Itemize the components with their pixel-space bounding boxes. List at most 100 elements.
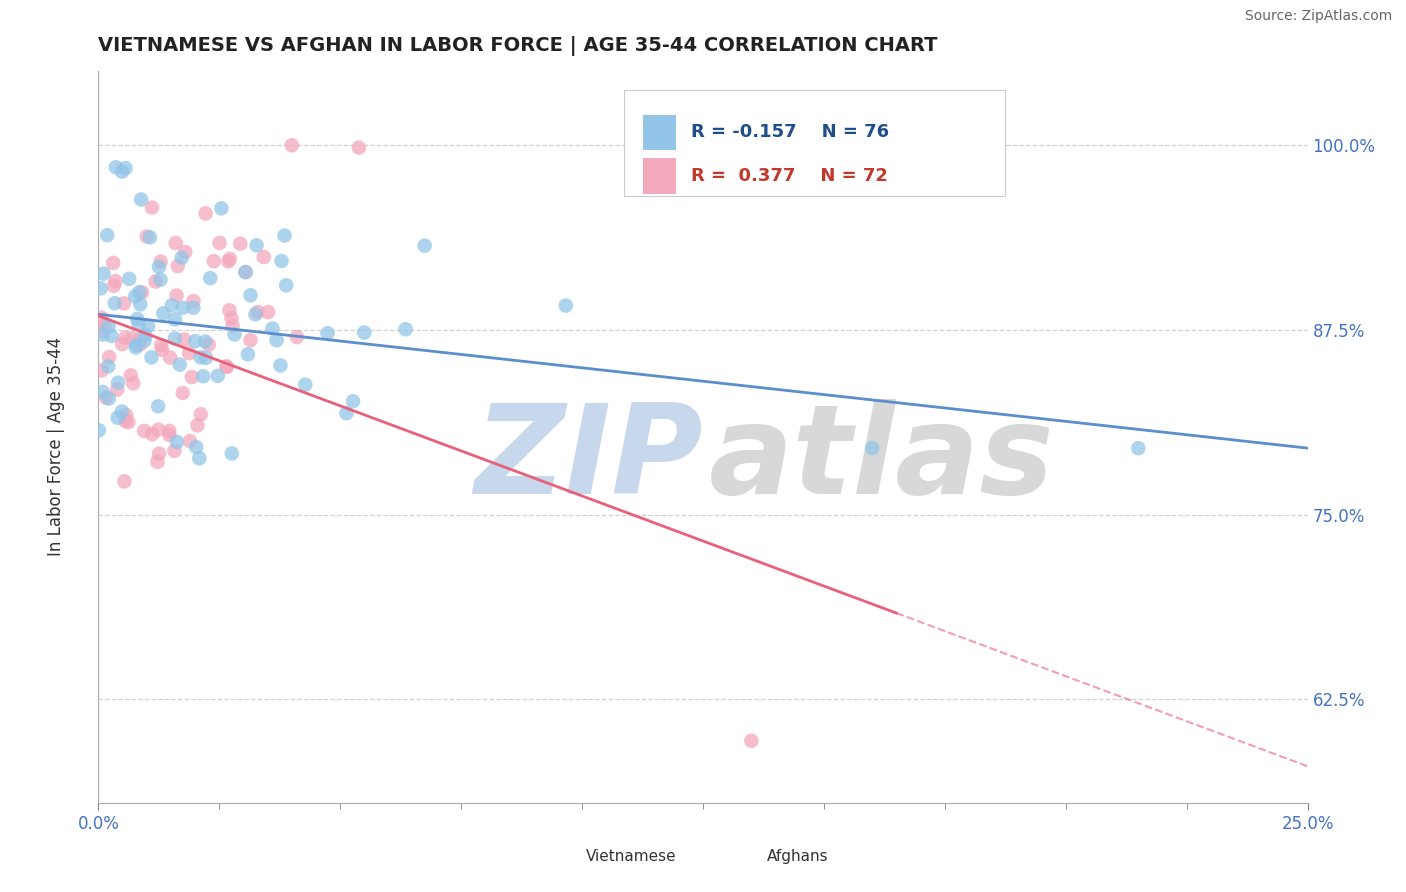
Point	[129, 297, 152, 311]
Text: R =  0.377    N = 72: R = 0.377 N = 72	[690, 167, 887, 185]
Point	[111, 337, 134, 351]
Point	[239, 333, 262, 347]
Point	[554, 299, 576, 313]
Point	[129, 337, 152, 351]
Point	[104, 160, 127, 174]
Point	[157, 428, 180, 442]
Point	[104, 274, 127, 288]
Point	[316, 326, 339, 341]
Point	[152, 306, 174, 320]
Bar	[546, 842, 576, 870]
Point	[183, 294, 205, 309]
Point	[217, 254, 239, 268]
Point	[141, 201, 163, 215]
Point	[179, 434, 201, 448]
Point	[96, 228, 118, 243]
Point	[163, 332, 186, 346]
Point	[166, 435, 188, 450]
Text: R = -0.157    N = 76: R = -0.157 N = 76	[690, 123, 889, 141]
Point	[194, 334, 217, 349]
Point	[103, 278, 125, 293]
Point	[262, 321, 284, 335]
Point	[235, 265, 257, 279]
Point	[94, 391, 117, 405]
Point	[134, 424, 156, 438]
Point	[191, 369, 214, 384]
Point	[98, 350, 121, 364]
Point	[186, 418, 208, 433]
Point	[257, 305, 280, 319]
Point	[135, 229, 157, 244]
Point	[139, 230, 162, 244]
Point	[347, 141, 370, 155]
Point	[148, 447, 170, 461]
Point	[114, 161, 136, 176]
Point	[148, 423, 170, 437]
Point	[128, 317, 150, 331]
Point	[136, 318, 159, 333]
Point	[134, 334, 156, 348]
Point	[157, 424, 180, 438]
Point	[149, 254, 172, 268]
Point	[215, 359, 238, 374]
Point	[218, 252, 240, 266]
Point	[149, 273, 172, 287]
Point	[229, 236, 252, 251]
Point	[107, 376, 129, 390]
Point	[860, 441, 883, 455]
Point	[166, 288, 188, 302]
Point	[253, 250, 276, 264]
Text: Source: ZipAtlas.com: Source: ZipAtlas.com	[1244, 9, 1392, 23]
Point	[104, 296, 127, 310]
Text: ZIP: ZIP	[474, 399, 703, 519]
Point	[195, 351, 218, 365]
Point	[114, 331, 136, 345]
Point	[90, 310, 112, 325]
Point	[97, 319, 120, 334]
Point	[115, 408, 138, 422]
Point	[93, 267, 115, 281]
Point	[128, 332, 150, 346]
Point	[148, 260, 170, 274]
Point	[165, 235, 187, 250]
Point	[413, 238, 436, 252]
Point	[224, 327, 246, 342]
Point	[335, 406, 357, 420]
Point	[215, 359, 238, 374]
Point	[90, 363, 112, 377]
Point	[172, 386, 194, 401]
Text: Vietnamese: Vietnamese	[586, 848, 676, 863]
Point	[245, 307, 267, 321]
Point	[273, 228, 295, 243]
Point	[111, 164, 134, 178]
Point	[141, 351, 163, 365]
Point	[90, 281, 112, 295]
Point	[221, 318, 243, 333]
Point	[114, 414, 136, 428]
Point	[97, 359, 120, 374]
Point	[294, 377, 316, 392]
Point	[121, 331, 143, 345]
Point	[285, 330, 308, 344]
Point	[145, 275, 167, 289]
FancyBboxPatch shape	[624, 90, 1005, 195]
Text: Afghans: Afghans	[768, 848, 828, 863]
Point	[190, 407, 212, 421]
Point	[266, 333, 288, 347]
Point	[117, 415, 139, 429]
Point	[163, 312, 186, 326]
Point	[188, 451, 211, 466]
Point	[127, 312, 149, 326]
Point	[124, 289, 146, 303]
Point	[246, 305, 269, 319]
Point	[128, 285, 150, 300]
Point	[194, 206, 217, 220]
Text: In Labor Force | Age 35-44: In Labor Force | Age 35-44	[48, 336, 65, 556]
Point	[180, 370, 202, 384]
Point	[221, 446, 243, 460]
Point	[91, 327, 114, 342]
Point	[353, 326, 375, 340]
Point	[93, 318, 115, 333]
Point	[129, 193, 152, 207]
Point	[112, 475, 135, 489]
